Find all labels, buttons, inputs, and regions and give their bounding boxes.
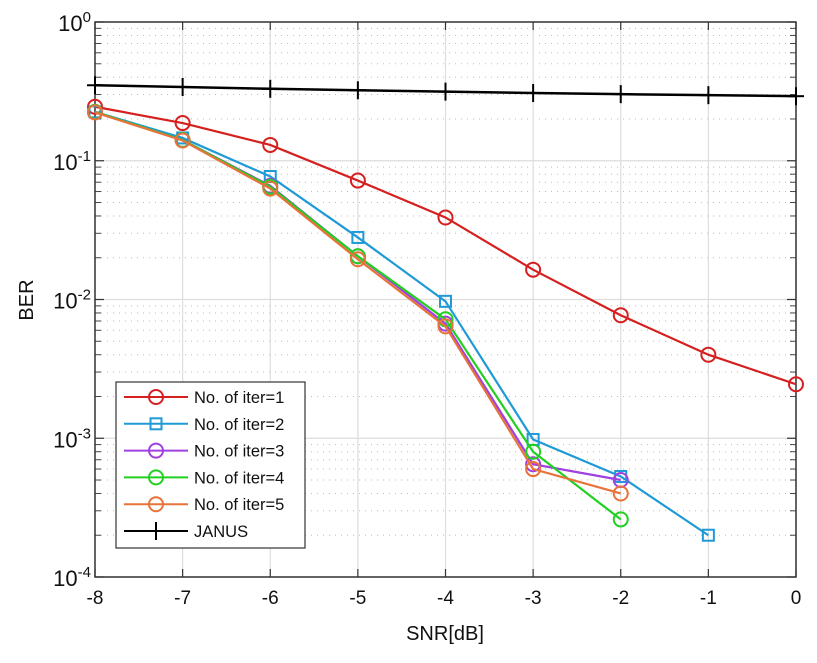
legend-label: JANUS bbox=[194, 523, 248, 541]
legend-marker bbox=[148, 522, 164, 540]
y-tick-exp: -1 bbox=[78, 148, 91, 165]
data-point bbox=[87, 98, 103, 115]
x-axis-label: SNR[dB] bbox=[406, 623, 484, 645]
data-point bbox=[788, 376, 804, 393]
x-tick-label: -5 bbox=[349, 588, 366, 609]
x-tick-label: -1 bbox=[700, 588, 717, 609]
data-point bbox=[525, 261, 542, 278]
y-tick-exp: -3 bbox=[78, 425, 91, 442]
y-tick-label: 100 bbox=[58, 9, 91, 36]
legend-label: No. of iter=1 bbox=[194, 389, 284, 407]
series-5 bbox=[87, 104, 629, 502]
legend-item: No. of iter=5 bbox=[124, 496, 284, 514]
y-tick-base: 10 bbox=[53, 289, 77, 314]
series-group bbox=[87, 76, 804, 542]
x-tick-label: -7 bbox=[174, 588, 191, 609]
y-tick-label: 10-1 bbox=[53, 148, 91, 175]
y-tick-base: 10 bbox=[53, 427, 77, 452]
series-line bbox=[94, 105, 797, 386]
data-point bbox=[437, 318, 454, 335]
y-tick-label: 10-4 bbox=[53, 564, 91, 591]
data-point bbox=[525, 83, 542, 102]
data-point bbox=[525, 461, 542, 478]
legend-label: No. of iter=4 bbox=[194, 469, 284, 487]
legend-item: No. of iter=1 bbox=[124, 389, 284, 407]
legend-marker bbox=[149, 417, 163, 431]
y-tick-base: 10 bbox=[53, 150, 77, 175]
y-tick-exp: 0 bbox=[83, 9, 91, 26]
data-point bbox=[349, 172, 366, 189]
y-tick-label: 10-3 bbox=[53, 425, 91, 452]
data-point bbox=[437, 209, 454, 226]
y-tick-exp: -2 bbox=[78, 287, 91, 304]
data-point bbox=[788, 87, 804, 106]
x-tick-label: -2 bbox=[612, 588, 629, 609]
data-point bbox=[612, 485, 629, 502]
legend-label: No. of iter=2 bbox=[194, 416, 284, 434]
x-tick-label: -6 bbox=[262, 588, 279, 609]
legend-box bbox=[115, 381, 306, 549]
legend-item: JANUS bbox=[124, 522, 248, 541]
data-point bbox=[262, 136, 279, 153]
data-point bbox=[700, 346, 717, 363]
data-point bbox=[87, 104, 103, 121]
data-point bbox=[174, 115, 191, 132]
data-point bbox=[525, 443, 542, 460]
legend-label: No. of iter=3 bbox=[194, 443, 284, 461]
legend-marker bbox=[148, 389, 164, 405]
x-tick-label: -3 bbox=[525, 588, 542, 609]
data-point bbox=[262, 180, 279, 197]
data-point bbox=[612, 511, 629, 528]
y-tick-label: 10-2 bbox=[53, 287, 91, 314]
data-point bbox=[87, 76, 103, 95]
series-6 bbox=[87, 76, 804, 106]
data-point bbox=[262, 79, 279, 98]
y-axis-label: BER bbox=[16, 279, 38, 320]
data-point bbox=[437, 82, 454, 101]
data-point bbox=[612, 85, 629, 104]
series-line bbox=[94, 111, 622, 495]
data-point bbox=[174, 78, 191, 97]
data-point bbox=[349, 81, 366, 100]
data-point bbox=[439, 294, 452, 308]
data-point bbox=[701, 528, 715, 542]
series-line bbox=[94, 110, 709, 537]
legend-item: No. of iter=2 bbox=[124, 416, 284, 434]
legend-label: No. of iter=5 bbox=[194, 496, 284, 514]
data-point bbox=[700, 86, 717, 105]
plot-frame bbox=[94, 21, 797, 578]
data-point bbox=[349, 251, 366, 268]
legend-marker bbox=[148, 469, 164, 486]
x-tick-label: 0 bbox=[791, 588, 802, 609]
legend: No. of iter=1 No. of iter=2 No. of iter=3 N… bbox=[115, 381, 306, 549]
legend-item: No. of iter=4 bbox=[124, 469, 284, 487]
y-tick-exp: -4 bbox=[78, 564, 91, 581]
y-tick-base: 10 bbox=[58, 11, 82, 36]
data-point bbox=[612, 307, 629, 324]
data-point bbox=[174, 132, 191, 149]
series-1 bbox=[87, 98, 804, 393]
legend-marker bbox=[148, 496, 164, 513]
legend-marker bbox=[148, 442, 164, 459]
data-point bbox=[525, 456, 542, 473]
legend-item: No. of iter=3 bbox=[124, 442, 284, 461]
x-tick-label: -8 bbox=[87, 588, 104, 609]
y-tick-base: 10 bbox=[53, 566, 77, 591]
data-point bbox=[351, 230, 365, 244]
x-tick-label: -4 bbox=[437, 588, 454, 609]
